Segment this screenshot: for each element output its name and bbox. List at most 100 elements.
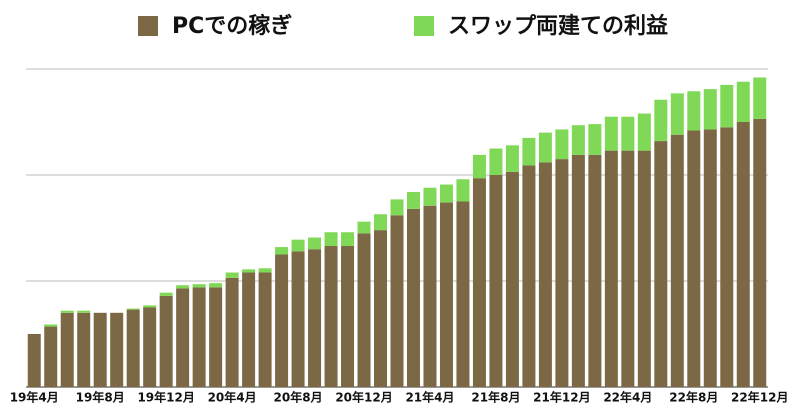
- bar: [192, 284, 206, 288]
- bar: [406, 191, 420, 209]
- legend-swatch: [414, 16, 434, 36]
- legend-label: PCでの稼ぎ: [172, 13, 292, 39]
- bar: [555, 129, 569, 160]
- bar: [242, 272, 256, 387]
- bar: [192, 287, 206, 387]
- bar: [126, 309, 140, 387]
- bar: [324, 232, 338, 247]
- x-tick-label: 20年12月: [335, 390, 392, 405]
- bar: [687, 130, 701, 388]
- bar: [472, 178, 486, 387]
- x-tick-label: 22年4月: [603, 390, 652, 405]
- bar: [753, 77, 767, 119]
- bar: [308, 237, 322, 250]
- bar: [357, 233, 371, 387]
- bar: [736, 81, 750, 122]
- bar: [159, 295, 173, 387]
- bar: [522, 165, 536, 387]
- bar: [703, 129, 717, 388]
- bar: [588, 124, 602, 155]
- bar: [571, 154, 585, 387]
- bar: [736, 122, 750, 387]
- bar: [143, 305, 157, 308]
- bar: [390, 215, 404, 387]
- bar: [44, 324, 58, 327]
- bar: [489, 148, 503, 175]
- bar: [720, 84, 734, 128]
- bar: [687, 91, 701, 131]
- bar: [225, 272, 239, 278]
- x-tick-label: 19年4月: [10, 390, 59, 405]
- bar: [456, 179, 470, 202]
- bar: [324, 246, 338, 387]
- bar: [242, 269, 256, 273]
- bar: [126, 308, 140, 310]
- x-tick-label: 22年12月: [731, 390, 788, 405]
- bar: [538, 132, 552, 163]
- bar: [654, 99, 668, 142]
- bar: [456, 201, 470, 387]
- bar: [670, 93, 684, 135]
- bar: [110, 312, 124, 387]
- bar: [308, 249, 322, 387]
- bar: [176, 285, 190, 289]
- bar: [176, 288, 190, 387]
- bar: [209, 283, 223, 288]
- bar: [291, 239, 305, 252]
- bar: [588, 154, 602, 387]
- bar: [341, 232, 355, 247]
- bar: [258, 272, 272, 387]
- bar: [44, 326, 58, 387]
- bar: [621, 150, 635, 387]
- bar: [258, 268, 272, 273]
- bar: [505, 171, 519, 387]
- bar: [703, 89, 717, 130]
- bar: [670, 134, 684, 387]
- bar: [374, 230, 388, 387]
- bar: [538, 162, 552, 387]
- x-tick-label: 19年12月: [137, 390, 194, 405]
- bar: [93, 312, 107, 387]
- bar: [77, 312, 91, 387]
- x-tick-label: 19年8月: [76, 390, 125, 405]
- bar: [571, 125, 585, 155]
- bar: [390, 199, 404, 216]
- bar: [505, 145, 519, 172]
- bar: [275, 254, 289, 387]
- bar: [637, 113, 651, 151]
- bar: [60, 310, 74, 313]
- x-tick-label: 20年8月: [274, 390, 323, 405]
- bar: [654, 141, 668, 387]
- bar: [720, 127, 734, 388]
- bar: [60, 312, 74, 387]
- bar: [159, 292, 173, 296]
- legend-label: スワップ両建ての利益: [448, 13, 668, 39]
- bar: [423, 187, 437, 206]
- bar: [604, 116, 618, 151]
- bar: [209, 287, 223, 387]
- x-tick-label: 22年8月: [669, 390, 718, 405]
- bar: [143, 307, 157, 387]
- bar: [357, 221, 371, 234]
- x-tick-label: 21年4月: [405, 390, 454, 405]
- bar: [439, 184, 453, 203]
- bar: [291, 251, 305, 387]
- x-tick-label: 21年8月: [471, 390, 520, 405]
- legend-swatch: [138, 16, 158, 36]
- bar: [489, 175, 503, 387]
- bar: [374, 214, 388, 231]
- bar: [27, 334, 41, 387]
- bar: [439, 202, 453, 387]
- x-tick-label: 21年12月: [533, 390, 590, 405]
- bar: [637, 150, 651, 387]
- x-tick-label: 20年4月: [208, 390, 257, 405]
- bar: [275, 247, 289, 255]
- bar: [77, 310, 91, 313]
- bar: [341, 246, 355, 387]
- bar: [406, 208, 420, 387]
- bar: [621, 116, 635, 151]
- bar: [423, 205, 437, 387]
- bar: [753, 118, 767, 387]
- bar: [472, 154, 486, 179]
